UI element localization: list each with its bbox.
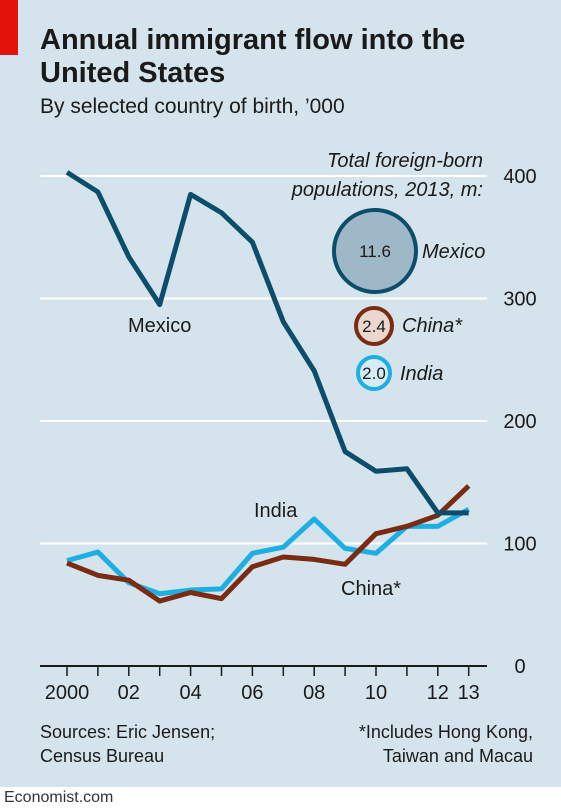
legend-value-india: 2.0	[362, 364, 386, 383]
series-lines	[65, 170, 471, 604]
y-tick-label-100: 100	[503, 534, 536, 556]
y-tick-label-200: 200	[503, 411, 536, 433]
legend-bubble-mexico	[332, 208, 418, 294]
series-line-mexico	[65, 170, 469, 516]
x-tick-label-2010: 10	[365, 682, 387, 704]
brand-footer: Economist.com	[4, 789, 114, 806]
sources-line-1: Sources: Eric Jensen;	[40, 722, 216, 742]
y-tick-label-300: 300	[503, 289, 536, 311]
sources-line-2: Census Bureau	[40, 746, 165, 766]
series-line-china	[66, 484, 471, 604]
y-axis-ticks: 0 100 200 300 400	[503, 166, 536, 678]
chart-title: Annual immigrant flow into the United St…	[40, 24, 466, 89]
legend-value-mexico: 11.6	[359, 242, 391, 261]
legend-bubble-india	[356, 355, 392, 391]
x-tick-label-2004: 04	[179, 682, 201, 704]
x-tick-label-2013: 13	[458, 682, 480, 704]
footnote: *Includes Hong Kong, Taiwan and Macau	[359, 720, 533, 768]
x-tick-label-2006: 06	[241, 682, 263, 704]
series-label-china: China*	[341, 578, 401, 600]
x-tick-label-2002: 02	[118, 682, 140, 704]
x-axis-ticks: 2000 02 04 06 08 10 12 13	[45, 666, 480, 704]
y-tick-label-0: 0	[514, 656, 525, 678]
chart-panel	[0, 0, 561, 787]
legend-value-china: 2.4	[362, 317, 386, 336]
chart-subtitle: By selected country of birth, ’000	[40, 95, 345, 118]
footnote-line-1: *Includes Hong Kong,	[358, 722, 533, 742]
legend-name-china: China*	[402, 315, 463, 337]
brand-red-tag	[0, 0, 18, 55]
series-label-india: India	[254, 500, 298, 522]
legend: Total foreign-born populations, 2013, m:…	[291, 150, 485, 391]
x-tick-label-2012: 12	[427, 682, 449, 704]
series-label-mexico: Mexico	[128, 315, 191, 337]
x-tick-label-2000: 2000	[45, 682, 90, 704]
gridlines	[40, 175, 487, 667]
legend-title-line1: Total foreign-born	[327, 150, 483, 172]
legend-bubble-china	[354, 306, 394, 346]
y-tick-label-400: 400	[503, 166, 536, 188]
x-tick-label-2008: 08	[303, 682, 325, 704]
footnote-line-2: Taiwan and Macau	[382, 746, 533, 766]
legend-name-mexico: Mexico	[422, 241, 485, 263]
legend-title-line2: populations, 2013, m:	[291, 179, 483, 201]
sources-note: Sources: Eric Jensen; Census Bureau	[40, 720, 215, 768]
legend-name-india: India	[400, 363, 443, 385]
